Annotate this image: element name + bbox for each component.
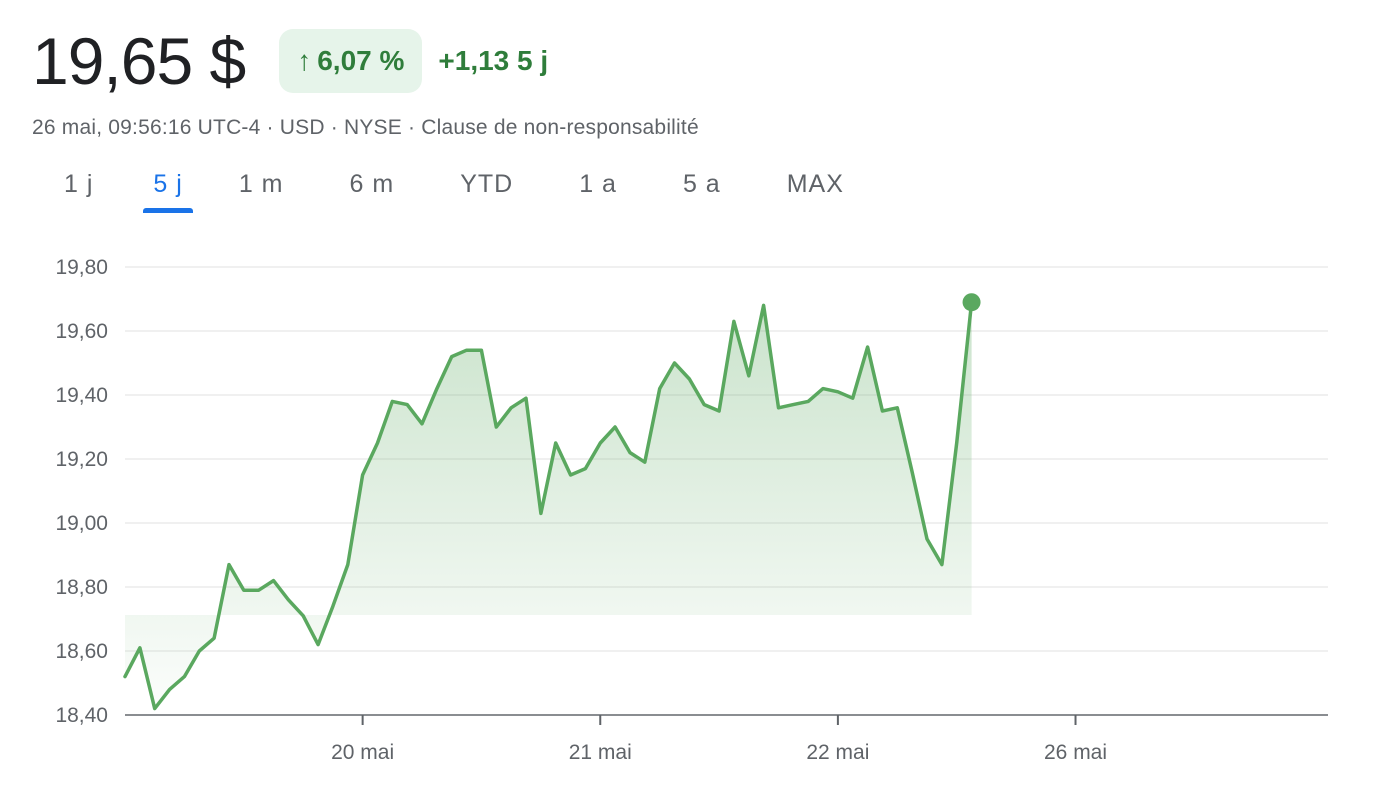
tab-6-months[interactable]: 6 m xyxy=(349,170,395,198)
y-tick-label: 19,20 xyxy=(55,448,108,471)
tab-1-year[interactable]: 1 a xyxy=(579,170,617,198)
tab-1-month[interactable]: 1 m xyxy=(238,170,284,198)
y-tick-label: 18,60 xyxy=(55,640,108,663)
tab-5-years[interactable]: 5 a xyxy=(682,170,721,198)
price-line xyxy=(123,300,974,711)
current-price: 19,65 $ xyxy=(32,24,246,98)
y-tick-label: 19,00 xyxy=(55,512,108,535)
tab-1-day[interactable]: 1 j xyxy=(64,170,94,198)
price-area xyxy=(125,302,972,709)
x-tick-label: 26 mai xyxy=(1044,741,1107,764)
tab-5-days[interactable]: 5 j xyxy=(143,170,194,213)
x-tick-label: 22 mai xyxy=(806,741,869,764)
absolute-change: +1,13 5 j xyxy=(438,45,549,76)
y-tick-label: 19,80 xyxy=(55,256,108,279)
range-tabs: 1 j 5 j 1 m 6 m YTD 1 a 5 a MAX xyxy=(32,170,844,213)
arrow-up-icon: ↑ xyxy=(297,45,312,76)
y-tick-label: 18,40 xyxy=(55,704,108,727)
tab-ytd[interactable]: YTD xyxy=(460,170,514,198)
last-price-marker xyxy=(962,293,981,312)
percent-change-badge: ↑ 6,07 % xyxy=(279,29,423,93)
price-header: 19,65 $ ↑ 6,07 % +1,13 5 j xyxy=(32,28,548,94)
price-chart[interactable]: 18,40 18,60 18,80 19,00 19,20 19,40 19,60 19,80… xyxy=(0,230,1382,796)
x-tick-label: 20 mai xyxy=(331,741,394,764)
y-tick-label: 19,40 xyxy=(55,384,108,407)
x-tick-label: 21 mai xyxy=(569,741,632,764)
percent-change: 6,07 % xyxy=(317,45,405,76)
tab-max[interactable]: MAX xyxy=(786,170,844,198)
y-tick-label: 19,60 xyxy=(55,320,108,343)
y-tick-label: 18,80 xyxy=(55,576,108,599)
quote-meta: 26 mai, 09:56:16 UTC-4 · USD · NYSE · Cl… xyxy=(32,116,699,139)
